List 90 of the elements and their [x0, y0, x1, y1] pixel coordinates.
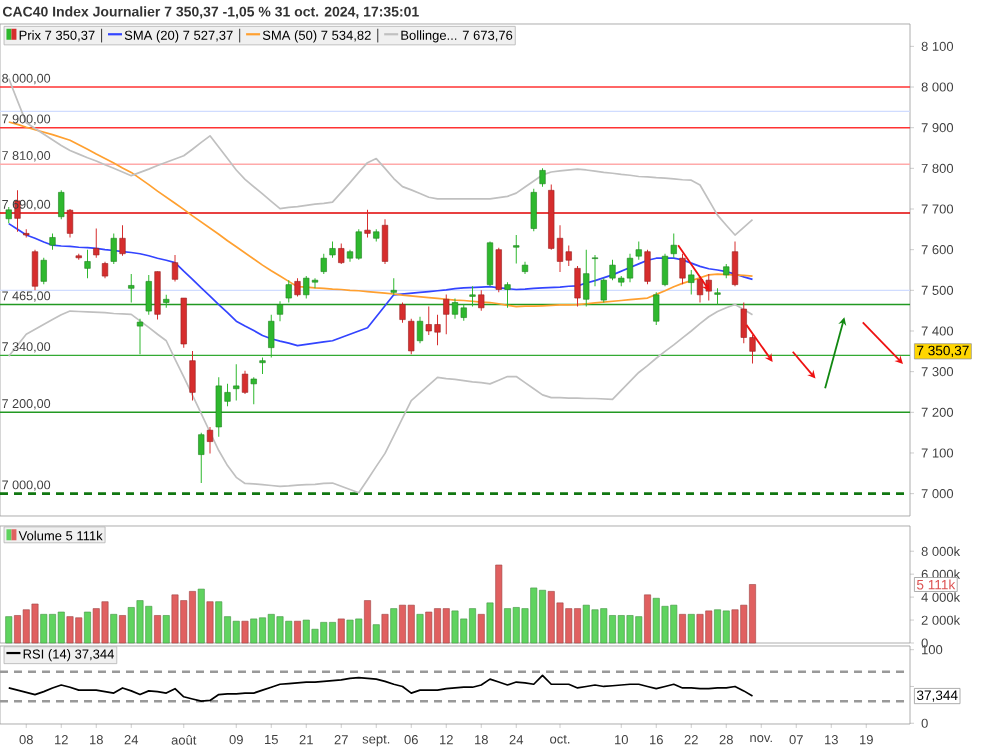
candlestick — [154, 271, 161, 321]
candlestick — [644, 249, 651, 285]
bar — [337, 618, 345, 644]
candlestick — [110, 232, 117, 265]
candlestick — [486, 241, 494, 287]
candlestick — [364, 209, 371, 238]
candlestick — [294, 277, 301, 297]
candlestick — [128, 273, 135, 304]
bar — [40, 614, 48, 644]
candlestick — [58, 189, 65, 220]
candlestick — [198, 432, 205, 484]
candlestick — [731, 241, 739, 287]
candlestick — [591, 254, 599, 287]
candlestick — [469, 285, 476, 308]
bar — [390, 608, 398, 644]
candlestick — [93, 228, 100, 259]
bar — [381, 614, 389, 644]
bar — [294, 620, 301, 644]
bar — [486, 602, 494, 644]
bar — [206, 601, 214, 644]
candlestick — [66, 208, 74, 238]
candlestick — [495, 247, 502, 293]
candlestick — [355, 228, 362, 261]
bar — [644, 594, 651, 644]
candlestick — [653, 291, 660, 326]
bar — [425, 611, 433, 644]
bar — [416, 614, 424, 644]
candlestick — [84, 249, 91, 279]
candlestick — [241, 370, 249, 395]
candlestick — [478, 289, 485, 312]
bar — [5, 616, 13, 644]
candlestick — [285, 279, 292, 304]
candlestick — [40, 257, 47, 285]
candlestick — [565, 245, 572, 267]
candlestick — [31, 249, 39, 291]
bar — [119, 615, 126, 644]
bar — [110, 614, 118, 644]
candlestick — [268, 314, 275, 358]
bar — [407, 604, 415, 644]
candlestick — [451, 297, 459, 320]
candlestick — [574, 265, 581, 308]
candlestick — [513, 234, 520, 264]
bar — [197, 588, 205, 644]
bar — [687, 614, 695, 644]
bar — [372, 624, 380, 644]
candlestick — [311, 277, 319, 289]
candlestick — [171, 254, 179, 282]
bar — [232, 620, 240, 644]
candlestick — [303, 275, 310, 299]
candlestick — [145, 274, 152, 316]
candlestick — [679, 253, 686, 285]
bar — [57, 611, 65, 644]
candlestick — [136, 318, 144, 355]
candlestick — [539, 167, 546, 188]
bar — [477, 614, 485, 644]
bar — [722, 610, 730, 644]
candlestick — [338, 243, 345, 265]
bar — [84, 611, 91, 644]
candlestick — [661, 253, 669, 287]
candlestick — [189, 350, 196, 402]
bar — [250, 618, 258, 644]
candlestick — [443, 293, 450, 335]
candlestick — [688, 269, 695, 295]
bar — [154, 615, 161, 644]
candlestick — [600, 277, 607, 304]
candlestick — [408, 318, 415, 355]
candlestick — [416, 316, 424, 344]
bar — [442, 608, 450, 644]
bar — [679, 614, 686, 644]
bar — [162, 615, 170, 644]
candlestick — [206, 426, 214, 454]
candlestick — [635, 241, 642, 261]
candlestick — [320, 253, 327, 275]
bar — [495, 564, 503, 644]
candlestick — [626, 253, 634, 283]
candlestick — [233, 363, 240, 402]
candlestick — [696, 275, 704, 304]
candlestick — [583, 249, 590, 308]
candlestick — [276, 300, 284, 322]
bar — [241, 620, 249, 644]
bar — [215, 601, 223, 644]
candlestick — [504, 281, 511, 309]
candlestick — [670, 232, 677, 259]
bar — [364, 600, 371, 644]
candlestick — [399, 302, 406, 324]
candlestick — [530, 188, 537, 232]
candlestick — [250, 376, 257, 405]
candlestick — [180, 297, 187, 349]
candlestick — [119, 224, 126, 257]
candlestick — [381, 218, 389, 265]
